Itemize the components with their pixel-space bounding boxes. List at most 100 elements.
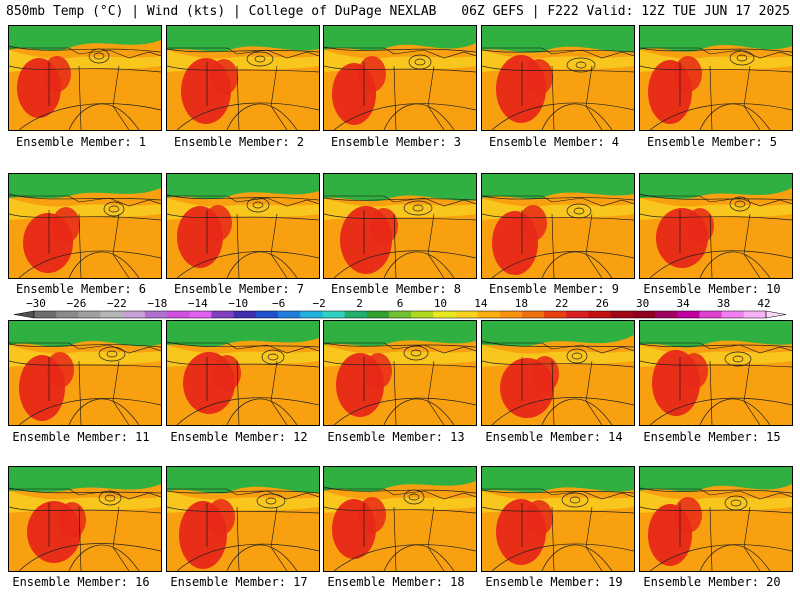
colorbar-cell [411, 311, 434, 318]
colorbar-cell [477, 311, 501, 318]
member-label-2: Ensemble Member: 2 [173, 135, 305, 149]
member-map-7[interactable] [166, 173, 320, 279]
colorbar-tick-label: 18 [514, 297, 528, 310]
map-canvas [324, 321, 476, 425]
member-map-20[interactable] [639, 466, 793, 572]
map-canvas [9, 467, 161, 571]
map-canvas [167, 321, 319, 425]
member-label-9: Ensemble Member: 9 [488, 282, 620, 296]
colorbar-cell [78, 311, 102, 318]
member-map-10[interactable] [639, 173, 793, 279]
colorbar-cell [255, 311, 279, 318]
colorbar-cell [144, 311, 168, 318]
member-map-19[interactable] [481, 466, 635, 572]
member-label-8: Ensemble Member: 8 [330, 282, 462, 296]
map-canvas [9, 321, 161, 425]
member-map-3[interactable] [323, 25, 477, 131]
colorbar-cell [122, 311, 146, 318]
map-canvas [640, 467, 792, 571]
colorbar-tick-label: −14 [187, 297, 208, 310]
member-label-3: Ensemble Member: 3 [330, 135, 462, 149]
colorbar-cell [610, 311, 634, 318]
member-map-17[interactable] [166, 466, 320, 572]
colorbar-tick-label: −22 [106, 297, 127, 310]
map-canvas [640, 321, 792, 425]
colorbar-cell [34, 311, 57, 318]
colorbar-tick-label: −6 [272, 297, 286, 310]
colorbar-cell [233, 311, 257, 318]
member-label-5: Ensemble Member: 5 [646, 135, 778, 149]
colorbar-tick-label: −26 [66, 297, 87, 310]
member-map-9[interactable] [481, 173, 635, 279]
member-map-15[interactable] [639, 320, 793, 426]
colorbar-tick-label: 10 [433, 297, 448, 310]
colorbar-cell [677, 311, 700, 318]
member-label-11: Ensemble Member: 11 [12, 430, 150, 444]
map-canvas [482, 467, 634, 571]
colorbar-tick-label: 2 [356, 297, 363, 310]
member-label-12: Ensemble Member: 12 [170, 430, 308, 444]
map-canvas [324, 174, 476, 278]
member-label-19: Ensemble Member: 19 [485, 575, 623, 589]
member-label-4: Ensemble Member: 4 [488, 135, 620, 149]
member-map-2[interactable] [166, 25, 320, 131]
colorbar-tick-label: −18 [147, 297, 168, 310]
colorbar-cell [588, 311, 612, 318]
map-canvas [167, 467, 319, 571]
member-map-5[interactable] [639, 25, 793, 131]
colorbar-tick-label: 26 [595, 297, 609, 310]
colorbar-max-arrow [765, 310, 787, 319]
member-map-16[interactable] [8, 466, 162, 572]
colorbar-cell [499, 311, 523, 318]
member-map-18[interactable] [323, 466, 477, 572]
member-label-16: Ensemble Member: 16 [12, 575, 150, 589]
colorbar-cell [455, 311, 479, 318]
colorbar-tick-label: −30 [26, 297, 46, 310]
member-label-17: Ensemble Member: 17 [170, 575, 308, 589]
colorbar-tick-label: −10 [228, 297, 249, 310]
member-label-20: Ensemble Member: 20 [643, 575, 781, 589]
colorbar-cell [167, 311, 190, 318]
member-label-7: Ensemble Member: 7 [173, 282, 305, 296]
member-label-18: Ensemble Member: 18 [327, 575, 465, 589]
map-canvas [9, 174, 161, 278]
member-label-15: Ensemble Member: 15 [643, 430, 781, 444]
map-canvas [640, 174, 792, 278]
map-canvas [482, 321, 634, 425]
member-map-1[interactable] [8, 25, 162, 131]
colorbar-min-arrow [13, 310, 35, 319]
member-map-8[interactable] [323, 173, 477, 279]
colorbar-tick-label: 6 [396, 297, 404, 310]
map-canvas [9, 26, 161, 130]
member-map-13[interactable] [323, 320, 477, 426]
member-label-14: Ensemble Member: 14 [485, 430, 623, 444]
map-canvas [324, 467, 476, 571]
map-canvas [482, 26, 634, 130]
map-canvas [640, 26, 792, 130]
member-label-6: Ensemble Member: 6 [15, 282, 147, 296]
colorbar-tick-label: 38 [716, 297, 731, 310]
temperature-colorbar [13, 310, 787, 319]
colorbar-cell [388, 311, 412, 318]
colorbar-cell [278, 311, 301, 318]
colorbar-cell [100, 311, 124, 318]
colorbar-tick-label: 30 [636, 297, 650, 310]
member-map-6[interactable] [8, 173, 162, 279]
colorbar-cell [566, 311, 590, 318]
colorbar-cell [56, 311, 79, 318]
colorbar-cell [300, 311, 323, 318]
map-canvas [167, 26, 319, 130]
member-map-12[interactable] [166, 320, 320, 426]
colorbar-cell [344, 311, 368, 318]
colorbar-tick-label: 34 [676, 297, 690, 310]
member-map-4[interactable] [481, 25, 635, 131]
member-label-10: Ensemble Member: 10 [643, 282, 781, 296]
map-canvas [324, 26, 476, 130]
run-valid-time: 06Z GEFS | F222 Valid: 12Z TUE JUN 17 20… [461, 4, 790, 19]
colorbar-cell [632, 311, 656, 318]
colorbar-tick-label: 22 [555, 297, 569, 310]
map-canvas [167, 174, 319, 278]
colorbar-cell [544, 311, 567, 318]
member-map-11[interactable] [8, 320, 162, 426]
member-map-14[interactable] [481, 320, 635, 426]
